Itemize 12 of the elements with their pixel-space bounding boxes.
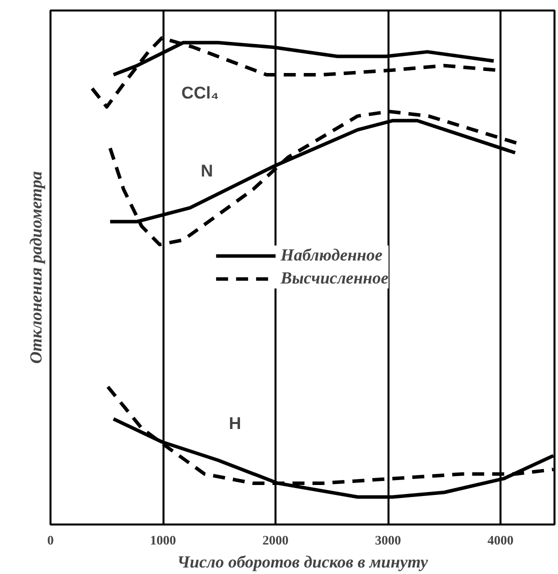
x-tick-label: 3000 [375, 532, 401, 548]
x-tick-label: 1000 [150, 532, 176, 548]
y-axis-title: Отклонения радиометра [26, 170, 46, 364]
x-tick-label: 4000 [488, 532, 514, 548]
x-tick-label: 0 [47, 532, 54, 548]
legend-label: Наблюденное [280, 246, 382, 266]
annotation: N [200, 162, 214, 181]
annotation: CCl₄ [181, 84, 219, 103]
x-axis-title: Число оборотов дисков в минуту [177, 552, 428, 572]
x-tick-label: 2000 [262, 532, 288, 548]
annotation: H [228, 414, 242, 434]
legend-label: Выcчисленное [280, 268, 388, 288]
